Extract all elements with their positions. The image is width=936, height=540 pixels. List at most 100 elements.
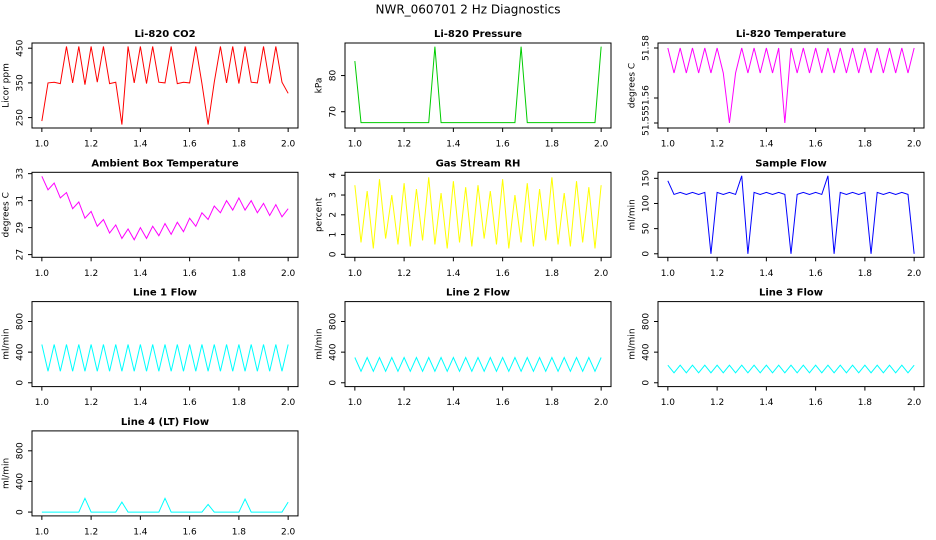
data-line	[667, 364, 915, 374]
x-tick-label: 1.2	[397, 269, 411, 279]
plot-frame	[31, 42, 299, 129]
y-tick-label: 350	[16, 74, 26, 91]
panel-title: Line 4 (LT) Flow	[121, 417, 209, 428]
y-tick-label: 250	[16, 109, 26, 126]
x-tick-label: 1.8	[858, 140, 873, 150]
y-tick-label: 0	[642, 251, 652, 257]
y-axis-label: ml/min	[2, 328, 12, 359]
x-tick-label: 1.4	[133, 398, 148, 408]
x-tick-label: 1.0	[35, 269, 50, 279]
y-tick-label: 0	[16, 509, 26, 515]
plot-frame	[344, 301, 612, 388]
x-tick-label: 1.6	[495, 140, 510, 150]
x-tick-label: 1.6	[808, 398, 823, 408]
y-tick-label: 29	[16, 222, 26, 234]
x-tick-label: 1.8	[232, 398, 247, 408]
x-tick-label: 1.8	[232, 527, 247, 537]
y-tick-label: 400	[16, 343, 26, 360]
x-tick-label: 1.0	[661, 269, 676, 279]
data-line	[354, 177, 602, 249]
x-tick-label: 1.8	[858, 398, 873, 408]
y-axis-label: percent	[315, 197, 325, 232]
y-axis-label: degrees C	[2, 192, 12, 237]
panel-title: Li-820 Pressure	[434, 29, 522, 40]
x-tick-label: 1.8	[232, 140, 247, 150]
x-tick-label: 1.8	[545, 140, 560, 150]
x-tick-label: 1.4	[759, 140, 774, 150]
x-tick-label: 2.0	[907, 269, 922, 279]
plot-frame	[344, 42, 612, 129]
x-tick-label: 1.2	[710, 140, 724, 150]
x-tick-label: 1.4	[446, 269, 461, 279]
x-tick-label: 1.6	[182, 140, 197, 150]
y-tick-label: 800	[329, 313, 339, 330]
y-tick-label: 400	[642, 343, 652, 360]
y-tick-label: 800	[16, 442, 26, 459]
data-line	[41, 176, 289, 241]
panel-title: Line 1 Flow	[133, 288, 197, 299]
panel-title: Sample Flow	[755, 158, 827, 169]
y-tick-label: 0	[329, 380, 339, 386]
x-tick-label: 1.4	[446, 140, 461, 150]
y-tick-label: 51.55	[642, 110, 652, 136]
y-tick-label: 450	[16, 39, 26, 56]
y-tick-label: 3	[329, 192, 339, 198]
x-tick-label: 1.4	[133, 140, 148, 150]
panel-title: Li-820 Temperature	[736, 29, 846, 40]
x-tick-label: 1.0	[35, 398, 50, 408]
x-tick-label: 1.4	[759, 269, 774, 279]
panel-title: Li-820 CO2	[134, 29, 195, 40]
y-tick-label: 70	[329, 106, 339, 118]
y-tick-label: 150	[642, 169, 652, 186]
x-tick-label: 1.6	[182, 398, 197, 408]
x-tick-label: 1.0	[661, 398, 676, 408]
panel-title: Gas Stream RH	[436, 158, 521, 169]
y-tick-label: 400	[16, 473, 26, 490]
x-tick-label: 1.2	[84, 527, 98, 537]
x-tick-label: 2.0	[907, 398, 922, 408]
x-tick-label: 1.8	[858, 269, 873, 279]
x-tick-label: 2.0	[281, 140, 296, 150]
x-tick-label: 1.0	[661, 140, 676, 150]
y-axis-label: kPa	[315, 78, 325, 94]
x-tick-label: 1.4	[759, 398, 774, 408]
y-tick-label: 0	[329, 251, 339, 257]
x-tick-label: 1.8	[545, 269, 560, 279]
y-tick-label: 33	[16, 168, 26, 179]
x-tick-label: 1.6	[182, 527, 197, 537]
x-tick-label: 1.2	[84, 398, 98, 408]
y-tick-label: 4	[329, 172, 339, 178]
x-tick-label: 1.0	[348, 398, 363, 408]
x-tick-label: 2.0	[281, 527, 296, 537]
y-axis-label: ml/min	[2, 458, 12, 489]
x-tick-label: 1.8	[545, 398, 560, 408]
x-tick-label: 1.0	[348, 269, 363, 279]
panel-title: Ambient Box Temperature	[91, 158, 238, 169]
y-axis-label: degrees C	[628, 63, 638, 108]
y-tick-label: 100	[642, 195, 652, 212]
x-tick-label: 1.0	[35, 140, 50, 150]
x-tick-label: 1.2	[397, 398, 411, 408]
y-tick-label: 2	[329, 212, 339, 218]
plot-frame	[657, 42, 925, 129]
x-tick-label: 1.2	[84, 140, 98, 150]
y-tick-label: 50	[642, 223, 652, 235]
figure-title: NWR_060701 2 Hz Diagnostics	[375, 3, 560, 17]
x-tick-label: 1.4	[446, 398, 461, 408]
y-tick-label: 1	[329, 232, 339, 238]
y-tick-label: 80	[329, 70, 339, 82]
x-tick-label: 1.2	[84, 269, 98, 279]
plot-frame	[657, 171, 925, 258]
panel-title: Line 3 Flow	[759, 288, 823, 299]
y-axis-label: ml/min	[628, 199, 638, 230]
y-tick-label: 800	[642, 313, 652, 330]
data-line	[41, 46, 289, 125]
y-axis-label: Licor ppm	[2, 63, 12, 108]
plot-frame	[31, 430, 299, 517]
panel-title: Line 2 Flow	[446, 288, 510, 299]
plot-frame	[657, 301, 925, 388]
y-tick-label: 0	[642, 380, 652, 386]
x-tick-label: 1.0	[35, 527, 50, 537]
